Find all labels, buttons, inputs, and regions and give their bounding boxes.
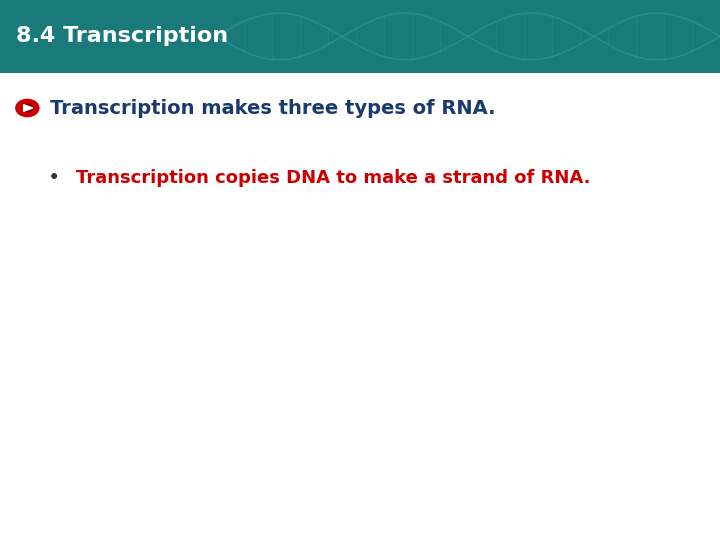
Circle shape xyxy=(16,99,39,117)
Circle shape xyxy=(22,104,32,112)
Text: Transcription copies DNA to make a strand of RNA.: Transcription copies DNA to make a stran… xyxy=(76,169,590,187)
Bar xyxy=(0,0,720,73)
Polygon shape xyxy=(24,105,32,111)
Text: •: • xyxy=(48,168,60,188)
Text: 8.4 Transcription: 8.4 Transcription xyxy=(16,26,228,46)
Text: Transcription makes three types of RNA.: Transcription makes three types of RNA. xyxy=(50,98,496,118)
